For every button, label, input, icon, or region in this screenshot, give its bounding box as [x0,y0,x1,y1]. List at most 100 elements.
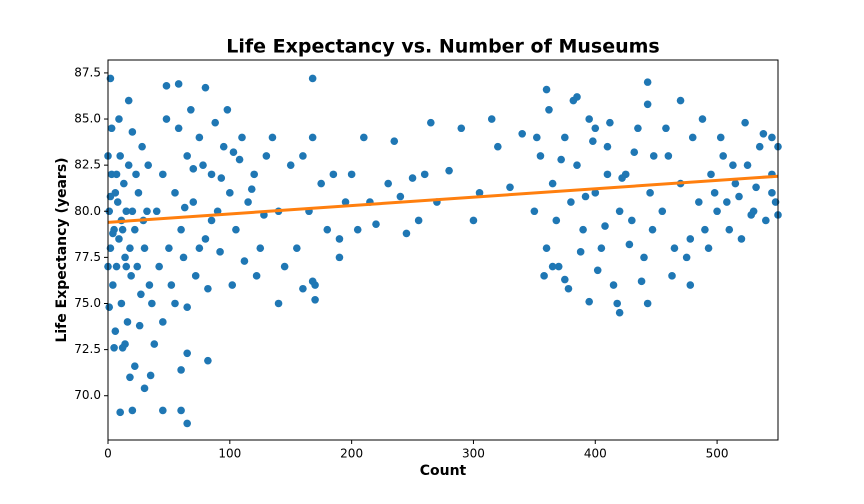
scatter-point [561,133,569,142]
y-tick-label: 77.5 [74,250,101,264]
scatter-point [150,340,159,348]
scatter-point [112,170,121,179]
scatter-point [670,244,679,252]
scatter-point [567,198,575,206]
scatter-point [698,115,707,123]
scatter-point [648,225,657,234]
scatter-point [762,216,770,225]
scatter-point [554,262,563,271]
scatter-point [634,124,642,133]
scatter-point [118,225,127,234]
scatter-point [402,229,411,238]
scatter-point [128,128,137,136]
x-axis-label: Count [420,463,467,479]
scatter-point [133,262,142,271]
scatter-point [155,262,163,271]
scatter-point [557,155,565,164]
scatter-point [771,198,780,206]
scatter-point [124,96,133,105]
scatter-point [329,170,338,179]
y-tick-label: 85.0 [74,112,101,126]
scatter-point [469,216,478,225]
scatter-point [308,277,317,286]
scatter-point [308,133,317,142]
scatter-point [148,299,156,308]
scatter-point [704,244,713,252]
scatter-point [643,100,652,109]
scatter-point [250,170,258,179]
scatter-point [581,192,590,201]
scatter-point [244,198,252,206]
scatter-point [177,225,185,234]
scatter-point [132,170,140,179]
scatter-point [174,124,183,133]
scatter-point [618,174,626,182]
scatter-point [174,80,183,88]
scatter-point [123,318,132,326]
scatter-point [545,106,553,114]
scatter-point [109,281,117,289]
scatter-point [167,281,176,289]
chart-title: Life Expectancy vs. Number of Museums [226,36,659,58]
scatter-point [573,93,581,101]
x-tick-label: 300 [462,447,485,461]
scatter-point [201,83,210,92]
scatter-point [183,349,191,358]
axes-frame [107,59,779,441]
scatter-point [131,362,139,371]
scatter-point [159,170,167,179]
scatter-point [585,115,593,123]
scatter-point [755,142,764,151]
scatter-point [686,235,695,243]
scatter-point [204,356,212,365]
scatter-point [396,192,405,201]
scatter-point [162,115,171,123]
y-tick-label: 75.0 [74,296,101,310]
scatter-point [533,133,541,142]
scatter-point [107,124,116,133]
scatter-point [601,222,609,230]
scatter-point [347,170,356,179]
scatter-point [384,179,392,188]
scatter-point [177,406,185,415]
scatter-point [768,133,776,142]
scatter-point [487,115,496,123]
scatter-point [676,96,685,105]
scatter-point [247,185,256,193]
scatter-point [585,297,593,306]
scatter-point [195,133,204,142]
scatter-point [640,253,648,262]
scatter-point [207,216,216,225]
scatter-point [189,165,198,173]
scatter-point [216,248,224,256]
scatter-point [317,179,325,188]
scatter-point [122,262,131,271]
scatter-point [268,133,277,142]
scatter-point [603,142,612,151]
scatter-point [116,408,124,417]
scatter-point [232,225,240,234]
scatter-point [187,106,195,114]
scatter-point [688,133,697,142]
scatter-point [686,281,695,289]
scatter-point [308,74,317,83]
x-tick-label: 500 [706,447,729,461]
scatter-point [658,207,667,216]
scatter-point [274,299,283,308]
scatter-point [445,166,453,175]
scatter-point [630,148,639,157]
scatter-point [183,152,191,160]
x-tick-label: 200 [340,447,363,461]
scatter-point [606,118,614,127]
scatter-point [420,170,429,179]
scatter-point [183,419,191,428]
plot-area [104,74,782,428]
scatter-point [457,124,466,133]
scatter-point [165,244,173,252]
scatter-point [579,225,587,234]
scatter-point [171,189,179,197]
scatter-point [105,207,114,216]
scatter-point [323,225,332,234]
y-tick-label: 82.5 [74,158,101,172]
scatter-point [183,303,191,311]
